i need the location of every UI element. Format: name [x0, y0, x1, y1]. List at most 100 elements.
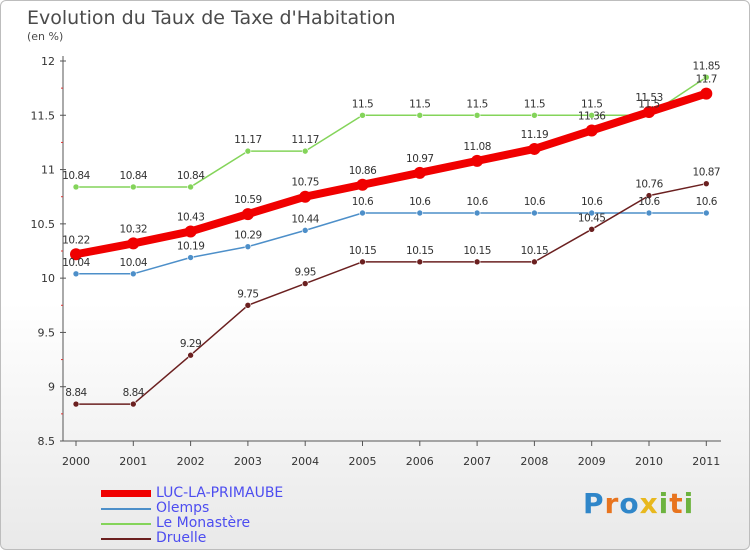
- logo-letter: i: [658, 487, 670, 520]
- x-tick-label: 2010: [635, 455, 663, 468]
- x-tick-label: 2007: [463, 455, 491, 468]
- data-label: 10.44: [291, 213, 319, 225]
- data-point: [528, 142, 541, 155]
- legend-swatch: [101, 538, 151, 540]
- data-point: [244, 301, 252, 309]
- logo-letter: r: [604, 487, 620, 520]
- data-point: [588, 225, 596, 233]
- data-label: 9.75: [237, 288, 258, 300]
- data-label: 11.5: [409, 98, 430, 110]
- data-point: [301, 280, 309, 287]
- data-point: [359, 209, 366, 217]
- data-point: [473, 111, 481, 119]
- data-point: [588, 209, 596, 217]
- data-label: 10.86: [349, 165, 377, 177]
- data-point: [588, 111, 596, 119]
- chart-title: Evolution du Taux de Taxe d'Habitation: [27, 7, 396, 29]
- logo-letter: i: [683, 487, 695, 520]
- data-label: 11.08: [463, 141, 491, 153]
- x-tick-label: 2001: [119, 455, 147, 468]
- data-point: [702, 73, 710, 81]
- data-label: 10.76: [635, 179, 663, 191]
- data-label: 11.53: [635, 92, 663, 104]
- x-tick-label: 2006: [406, 455, 434, 468]
- data-point: [471, 154, 484, 167]
- data-label: 10.75: [291, 177, 319, 189]
- legend-swatch: [101, 508, 151, 510]
- data-point: [702, 209, 710, 217]
- data-label: 11.36: [578, 110, 606, 122]
- data-label: 10.84: [177, 170, 205, 182]
- data-label: 10.87: [693, 167, 721, 179]
- data-label: 10.19: [177, 241, 205, 253]
- y-tick-label: 10.5: [31, 218, 56, 231]
- y-tick-label: 9.5: [38, 326, 56, 339]
- data-point: [585, 124, 598, 137]
- data-point: [531, 258, 538, 266]
- legend-label: Druelle: [156, 530, 207, 546]
- legend-label: Olemps: [156, 500, 210, 516]
- data-point: [301, 147, 309, 155]
- logo-letter: o: [619, 487, 640, 520]
- legend-swatch: [101, 490, 151, 497]
- logo-letter: x: [639, 487, 659, 520]
- data-label: 10.6: [696, 196, 718, 208]
- data-label: 10.04: [120, 257, 148, 269]
- proxiti-logo: Proxiti: [583, 487, 694, 520]
- data-label: 10.6: [409, 196, 431, 208]
- data-point: [359, 111, 366, 119]
- data-label: 11.17: [291, 134, 319, 146]
- data-label: 11.5: [638, 98, 659, 110]
- data-label: 10.45: [578, 212, 606, 224]
- data-label: 10.43: [177, 211, 205, 223]
- data-point: [184, 225, 197, 238]
- x-tick-label: 2009: [578, 455, 606, 468]
- data-point: [301, 227, 309, 234]
- data-label: 10.6: [352, 196, 374, 208]
- data-point: [416, 258, 424, 266]
- data-point: [72, 270, 80, 278]
- data-point: [645, 209, 653, 217]
- y-tick-label: 11.5: [31, 109, 56, 122]
- data-label: 8.84: [65, 387, 87, 399]
- data-label: 10.6: [581, 196, 603, 208]
- logo-letter: P: [583, 487, 605, 520]
- data-label: 10.32: [120, 223, 148, 235]
- data-point: [531, 111, 538, 119]
- data-point: [187, 254, 194, 261]
- legend-label: LUC-LA-PRIMAUBE: [156, 485, 284, 501]
- data-label: 9.95: [295, 267, 316, 279]
- data-point: [299, 190, 312, 203]
- data-point: [241, 208, 254, 221]
- data-label: 10.6: [638, 196, 660, 208]
- data-point: [645, 192, 653, 199]
- data-point: [531, 209, 538, 217]
- data-point: [70, 248, 82, 261]
- data-point: [127, 237, 140, 250]
- x-tick-label: 2004: [291, 455, 319, 468]
- data-label: 9.29: [180, 338, 201, 350]
- data-label: 11.5: [581, 98, 602, 110]
- series-line: [75, 76, 708, 188]
- legend-swatch: [101, 523, 151, 525]
- x-tick-label: 2008: [520, 455, 548, 468]
- data-label: 10.84: [62, 170, 90, 182]
- data-point: [244, 243, 252, 250]
- series-line: [72, 89, 711, 259]
- data-label: 10.6: [466, 196, 488, 208]
- x-tick-label: 2005: [349, 455, 377, 468]
- y-tick-label: 8.5: [38, 435, 56, 448]
- data-point: [702, 180, 710, 187]
- data-label: 10.29: [234, 230, 262, 242]
- data-point: [416, 209, 424, 217]
- data-label: 10.97: [406, 153, 434, 165]
- y-tick-label: 11: [41, 164, 55, 177]
- data-point: [473, 258, 481, 266]
- data-point: [187, 351, 194, 359]
- legend-label: Le Monastère: [156, 515, 251, 531]
- data-label: 11.5: [466, 98, 487, 110]
- data-point: [416, 111, 424, 119]
- data-label: 10.04: [62, 257, 90, 269]
